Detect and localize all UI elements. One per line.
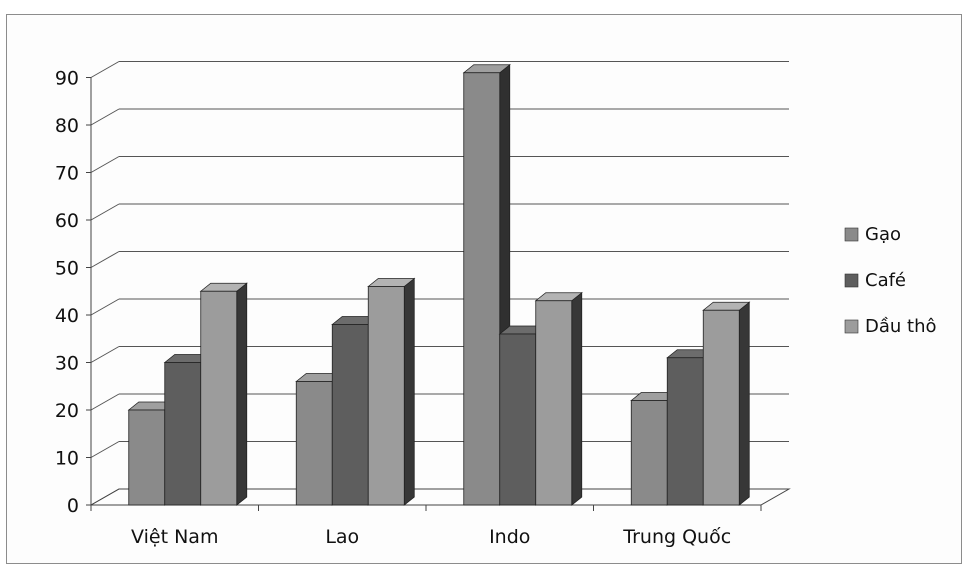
y-tick-label: 70 [55, 163, 79, 185]
gridline-diagonal [90, 441, 120, 458]
gridline-diagonal [90, 393, 120, 411]
gridline-diagonal [90, 61, 120, 78]
y-tick-label: 10 [55, 448, 79, 470]
legend-item: Café [844, 270, 906, 291]
y-tick-label: 90 [55, 68, 79, 90]
y-tick-label: 20 [55, 400, 79, 422]
gridline-diagonal [90, 156, 120, 173]
gridline-diagonal [90, 108, 120, 126]
bar [367, 286, 405, 506]
y-tick-label: 50 [55, 258, 79, 280]
bar [164, 362, 202, 506]
bar-Dầu thô-Indo [534, 291, 583, 506]
gridline-diagonal [90, 298, 120, 316]
legend-label: Café [865, 270, 906, 291]
bar [331, 324, 369, 506]
legend-swatch [844, 273, 859, 288]
x-category-label: Lao [325, 526, 359, 548]
bar [702, 309, 740, 506]
chart-frame: 0 10 20 30 40 50 60 70 80 90 Việt Nam Lao Indo Trung… [6, 14, 962, 564]
bar [499, 333, 537, 506]
bar-Dầu thô-Trung Quốc [702, 301, 751, 506]
bar [535, 300, 573, 506]
legend-label: Gạo [865, 224, 901, 245]
bar-Dầu thô-Lao [367, 277, 416, 506]
bar [666, 357, 704, 506]
x-axis-categories: Việt Nam Lao Indo Trung Quốc [131, 526, 731, 548]
bar-side [403, 277, 415, 506]
bars [127, 63, 751, 506]
legend-label: Dầu thô [865, 316, 937, 337]
bar-Dầu thô-Việt Nam [199, 282, 248, 506]
bar [295, 381, 333, 506]
legend-item: Gạo [844, 224, 901, 245]
y-tick-label: 80 [55, 115, 79, 137]
bar-side [738, 301, 750, 506]
bar [200, 290, 238, 506]
y-tick-label: 0 [67, 495, 79, 517]
legend-item: Dầu thô [844, 316, 937, 337]
bar-side [571, 291, 583, 506]
bar [463, 72, 501, 506]
y-tick-label: 40 [55, 305, 79, 327]
legend-swatch [844, 227, 859, 242]
x-category-label: Indo [489, 526, 530, 548]
x-category-label: Việt Nam [131, 526, 218, 548]
bar [128, 409, 166, 506]
legend-swatch [844, 319, 859, 334]
gridline-diagonal [90, 203, 120, 221]
gridline-diagonal [90, 346, 120, 363]
bar-side [236, 282, 248, 506]
gridline-diagonal [90, 251, 120, 268]
y-tick-label: 30 [55, 353, 79, 375]
y-tick-label: 60 [55, 210, 79, 232]
column-chart: 0 10 20 30 40 50 60 70 80 90 Việt Nam Lao Indo Trung… [55, 61, 937, 548]
y-axis-ticks: 0 10 20 30 40 50 60 70 80 90 [55, 68, 91, 517]
legend: Gạo Café Dầu thô [844, 224, 937, 337]
bar [630, 400, 668, 506]
x-category-label: Trung Quốc [622, 526, 731, 548]
